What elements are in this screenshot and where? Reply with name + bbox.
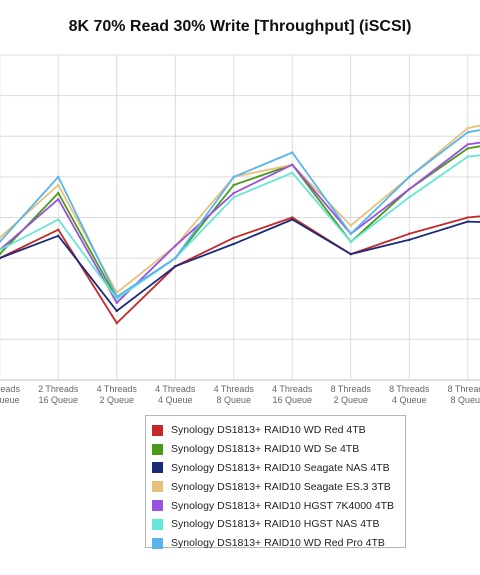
- data-point: [408, 238, 411, 242]
- legend-swatch: [152, 424, 163, 436]
- legend-label: Synology DS1813+ RAID10 WD Red Pro 4TB: [171, 537, 385, 550]
- data-point: [57, 191, 60, 195]
- legend-item: Synology DS1813+ RAID10 HGST NAS 4TB: [152, 515, 405, 534]
- legend-swatch: [152, 500, 163, 512]
- data-point: [57, 175, 60, 179]
- legend-item: Synology DS1813+ RAID10 WD Red Pro 4TB: [152, 534, 405, 553]
- x-tick-label: 8 Threads 2 Queue: [331, 384, 372, 405]
- data-point: [57, 228, 60, 231]
- series-line-1: [0, 215, 480, 325]
- data-point: [115, 309, 118, 313]
- chart-title: 8K 70% Read 30% Write [Throughput] (iSCS…: [68, 18, 412, 35]
- data-point: [349, 224, 352, 227]
- data-point: [57, 218, 60, 221]
- legend-item: Synology DS1813+ RAID10 Seagate ES.3 3TB: [152, 477, 405, 496]
- x-tick-label: 2 Threads 16 Queue: [38, 384, 79, 405]
- data-point: [466, 126, 469, 130]
- data-point: [408, 195, 411, 199]
- data-point: [115, 295, 118, 298]
- legend: Synology DS1813+ RAID10 WD Red 4TB Synolo…: [145, 415, 406, 549]
- data-point: [291, 163, 294, 166]
- x-tick-label: 4 Threads 16 Queue: [272, 384, 313, 405]
- x-tick-label: 8 Threads 4 Queue: [389, 384, 430, 405]
- legend-item: Synology DS1813+ RAID10 Seagate NAS 4TB: [152, 459, 405, 478]
- x-tick-label: 4 Threads 8 Queue: [214, 384, 255, 405]
- data-point: [57, 183, 60, 187]
- data-point: [466, 147, 469, 150]
- data-point: [0, 252, 1, 256]
- data-point: [466, 220, 469, 223]
- data-point: [174, 244, 177, 248]
- legend-swatch: [152, 443, 163, 455]
- legend-label: Synology DS1813+ RAID10 WD Se 4TB: [171, 443, 360, 456]
- legend-swatch: [152, 462, 163, 474]
- x-tick-label: 4 Threads 4 Queue: [155, 384, 196, 405]
- data-point: [232, 195, 235, 199]
- data-point: [115, 297, 118, 300]
- legend-label: Synology DS1813+ RAID10 HGST 7K4000 4TB: [171, 499, 395, 512]
- legend-swatch: [152, 537, 163, 549]
- data-point: [291, 171, 294, 175]
- data-point: [0, 256, 1, 260]
- data-point: [466, 130, 469, 134]
- legend-item: Synology DS1813+ RAID10 WD Se 4TB: [152, 440, 405, 459]
- data-point: [115, 321, 118, 325]
- data-point: [349, 232, 352, 235]
- data-point: [0, 240, 1, 244]
- legend-label: Synology DS1813+ RAID10 WD Red 4TB: [171, 424, 366, 437]
- legend-label: Synology DS1813+ RAID10 Seagate NAS 4TB: [171, 461, 390, 474]
- data-point: [291, 151, 294, 154]
- grid-layer: [0, 54, 480, 381]
- data-point: [174, 256, 177, 260]
- data-point: [115, 301, 118, 305]
- legend-swatch: [152, 518, 163, 530]
- data-point: [466, 216, 469, 219]
- data-point: [408, 232, 411, 235]
- data-point: [57, 198, 60, 201]
- data-point: [408, 187, 411, 191]
- data-point: [349, 240, 352, 244]
- legend-label: Synology DS1813+ RAID10 Seagate ES.3 3TB: [171, 480, 391, 493]
- series-line-3: [0, 218, 480, 312]
- data-point: [0, 248, 1, 252]
- data-point: [408, 175, 411, 179]
- x-tick-label: 4 Threads 2 Queue: [97, 384, 138, 405]
- data-point: [0, 236, 1, 239]
- legend-swatch: [152, 481, 163, 493]
- data-point: [232, 242, 235, 246]
- legend-item: Synology DS1813+ RAID10 WD Red 4TB: [152, 421, 405, 440]
- data-point: [232, 191, 235, 195]
- data-point: [291, 218, 294, 221]
- legend-label: Synology DS1813+ RAID10 HGST NAS 4TB: [171, 518, 380, 531]
- data-point: [349, 252, 352, 256]
- data-point: [115, 291, 118, 294]
- data-point: [174, 265, 177, 268]
- data-point: [57, 234, 60, 237]
- data-point: [232, 175, 235, 179]
- data-point: [232, 183, 235, 187]
- data-point: [291, 216, 294, 219]
- legend-item: Synology DS1813+ RAID10 HGST 7K4000 4TB: [152, 496, 405, 515]
- series-layer: [0, 124, 480, 325]
- data-point: [466, 155, 469, 158]
- data-point: [232, 236, 235, 240]
- series-line-2: [0, 145, 480, 300]
- data-point: [466, 143, 469, 146]
